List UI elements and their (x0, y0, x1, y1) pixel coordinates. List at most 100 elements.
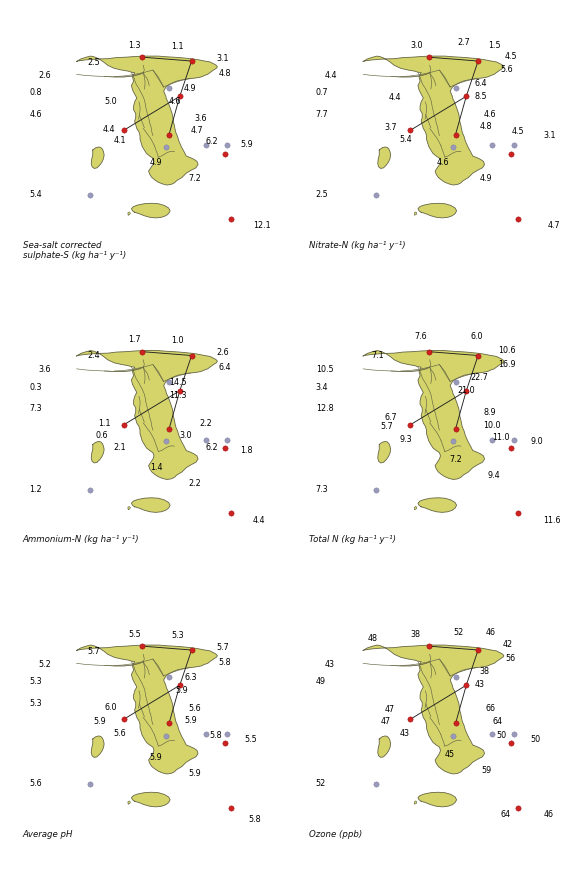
Polygon shape (91, 736, 104, 758)
Text: 9.0: 9.0 (531, 436, 543, 445)
Text: 2.6: 2.6 (38, 71, 50, 80)
Text: 5.9: 5.9 (189, 768, 201, 778)
Text: 4.6: 4.6 (436, 158, 449, 167)
Text: 5.2: 5.2 (38, 659, 51, 668)
Polygon shape (131, 792, 170, 807)
Text: 1.1: 1.1 (98, 418, 111, 428)
Text: 45: 45 (445, 749, 455, 758)
Text: 9.4: 9.4 (488, 470, 500, 479)
Text: 7.3: 7.3 (29, 403, 42, 413)
Text: 3.0: 3.0 (180, 431, 193, 439)
Text: 4.7: 4.7 (548, 221, 560, 230)
Text: 22.7: 22.7 (470, 372, 488, 382)
Text: 11.0: 11.0 (492, 432, 509, 441)
Text: 4.8: 4.8 (218, 68, 231, 78)
Text: 2.4: 2.4 (87, 351, 100, 360)
Text: 2.5: 2.5 (316, 190, 329, 198)
Polygon shape (91, 442, 104, 463)
Text: 7.6: 7.6 (415, 331, 427, 340)
Text: 50: 50 (496, 730, 507, 739)
Text: 1.2: 1.2 (29, 484, 42, 493)
Text: 10.0: 10.0 (484, 420, 501, 430)
Polygon shape (77, 57, 217, 186)
Text: 6.3: 6.3 (184, 672, 197, 681)
Text: 4.9: 4.9 (150, 158, 162, 167)
Text: 5.9: 5.9 (184, 715, 197, 725)
Polygon shape (91, 148, 104, 169)
Text: 4.9: 4.9 (479, 174, 492, 183)
Text: 5.4: 5.4 (29, 190, 42, 198)
Polygon shape (77, 645, 217, 774)
Text: 10.5: 10.5 (316, 365, 333, 374)
Text: 5.9: 5.9 (94, 716, 107, 725)
Text: 3.1: 3.1 (216, 54, 229, 63)
Polygon shape (414, 801, 417, 804)
Text: 5.3: 5.3 (171, 630, 184, 639)
Text: 6.0: 6.0 (470, 331, 483, 340)
Polygon shape (128, 801, 130, 804)
Polygon shape (418, 204, 457, 219)
Text: 1.7: 1.7 (128, 335, 141, 344)
Text: 5.5: 5.5 (244, 734, 257, 742)
Text: 3.6: 3.6 (38, 365, 50, 374)
Text: 9.3: 9.3 (400, 434, 413, 443)
Text: 59: 59 (481, 765, 492, 773)
Text: 4.1: 4.1 (113, 136, 125, 145)
Text: 2.2: 2.2 (199, 418, 212, 428)
Text: 47: 47 (380, 716, 390, 725)
Text: 1.1: 1.1 (171, 42, 184, 51)
Text: 6.0: 6.0 (104, 702, 117, 711)
Polygon shape (414, 507, 417, 510)
Text: 0.7: 0.7 (316, 88, 328, 97)
Text: 6.4: 6.4 (218, 362, 231, 372)
Text: Ozone (ppb): Ozone (ppb) (309, 828, 363, 838)
Text: Ammonium-N (kg ha⁻¹ y⁻¹): Ammonium-N (kg ha⁻¹ y⁻¹) (23, 534, 140, 544)
Text: 3.7: 3.7 (384, 123, 397, 132)
Text: 1.5: 1.5 (488, 41, 500, 50)
Text: 47: 47 (384, 704, 395, 713)
Text: 43: 43 (475, 680, 485, 688)
Text: 2.2: 2.2 (189, 478, 201, 487)
Text: 66: 66 (486, 703, 496, 712)
Text: 5.3: 5.3 (29, 676, 42, 685)
Text: 7.7: 7.7 (316, 109, 329, 119)
Text: 5.9: 5.9 (240, 140, 253, 149)
Text: 5.6: 5.6 (189, 703, 201, 712)
Text: 2.5: 2.5 (87, 58, 100, 66)
Text: 6.2: 6.2 (206, 137, 218, 146)
Text: 4.8: 4.8 (479, 122, 492, 131)
Text: 0.6: 0.6 (96, 431, 108, 439)
Text: 38: 38 (479, 666, 489, 675)
Text: 4.6: 4.6 (169, 97, 182, 105)
Text: 7.2: 7.2 (189, 174, 201, 183)
Text: 5.3: 5.3 (29, 697, 42, 707)
Text: 64: 64 (501, 809, 511, 819)
Polygon shape (414, 213, 417, 216)
Text: 64: 64 (492, 716, 502, 725)
Polygon shape (131, 204, 170, 219)
Polygon shape (378, 148, 391, 169)
Text: 11.3: 11.3 (169, 391, 187, 400)
Text: 5.6: 5.6 (113, 728, 126, 737)
Text: 5.8: 5.8 (210, 730, 222, 739)
Text: 4.4: 4.4 (103, 124, 115, 134)
Text: 4.6: 4.6 (29, 109, 42, 119)
Text: 3.0: 3.0 (410, 41, 423, 50)
Text: 5.4: 5.4 (400, 136, 413, 144)
Text: 5.8: 5.8 (249, 813, 261, 822)
Text: 3.1: 3.1 (544, 131, 556, 140)
Text: 5.5: 5.5 (128, 629, 141, 638)
Text: 6.2: 6.2 (206, 442, 218, 451)
Text: 49: 49 (316, 676, 326, 685)
Text: 5.0: 5.0 (104, 97, 117, 105)
Text: 1.0: 1.0 (171, 336, 184, 345)
Text: 5.9: 5.9 (175, 685, 189, 694)
Text: Average pH: Average pH (23, 828, 73, 838)
Text: 10.6: 10.6 (499, 346, 516, 354)
Text: 1.8: 1.8 (240, 446, 253, 455)
Polygon shape (363, 351, 504, 480)
Text: 48: 48 (367, 633, 378, 642)
Text: 0.8: 0.8 (29, 88, 42, 97)
Polygon shape (363, 645, 504, 774)
Text: 5.7: 5.7 (216, 642, 229, 651)
